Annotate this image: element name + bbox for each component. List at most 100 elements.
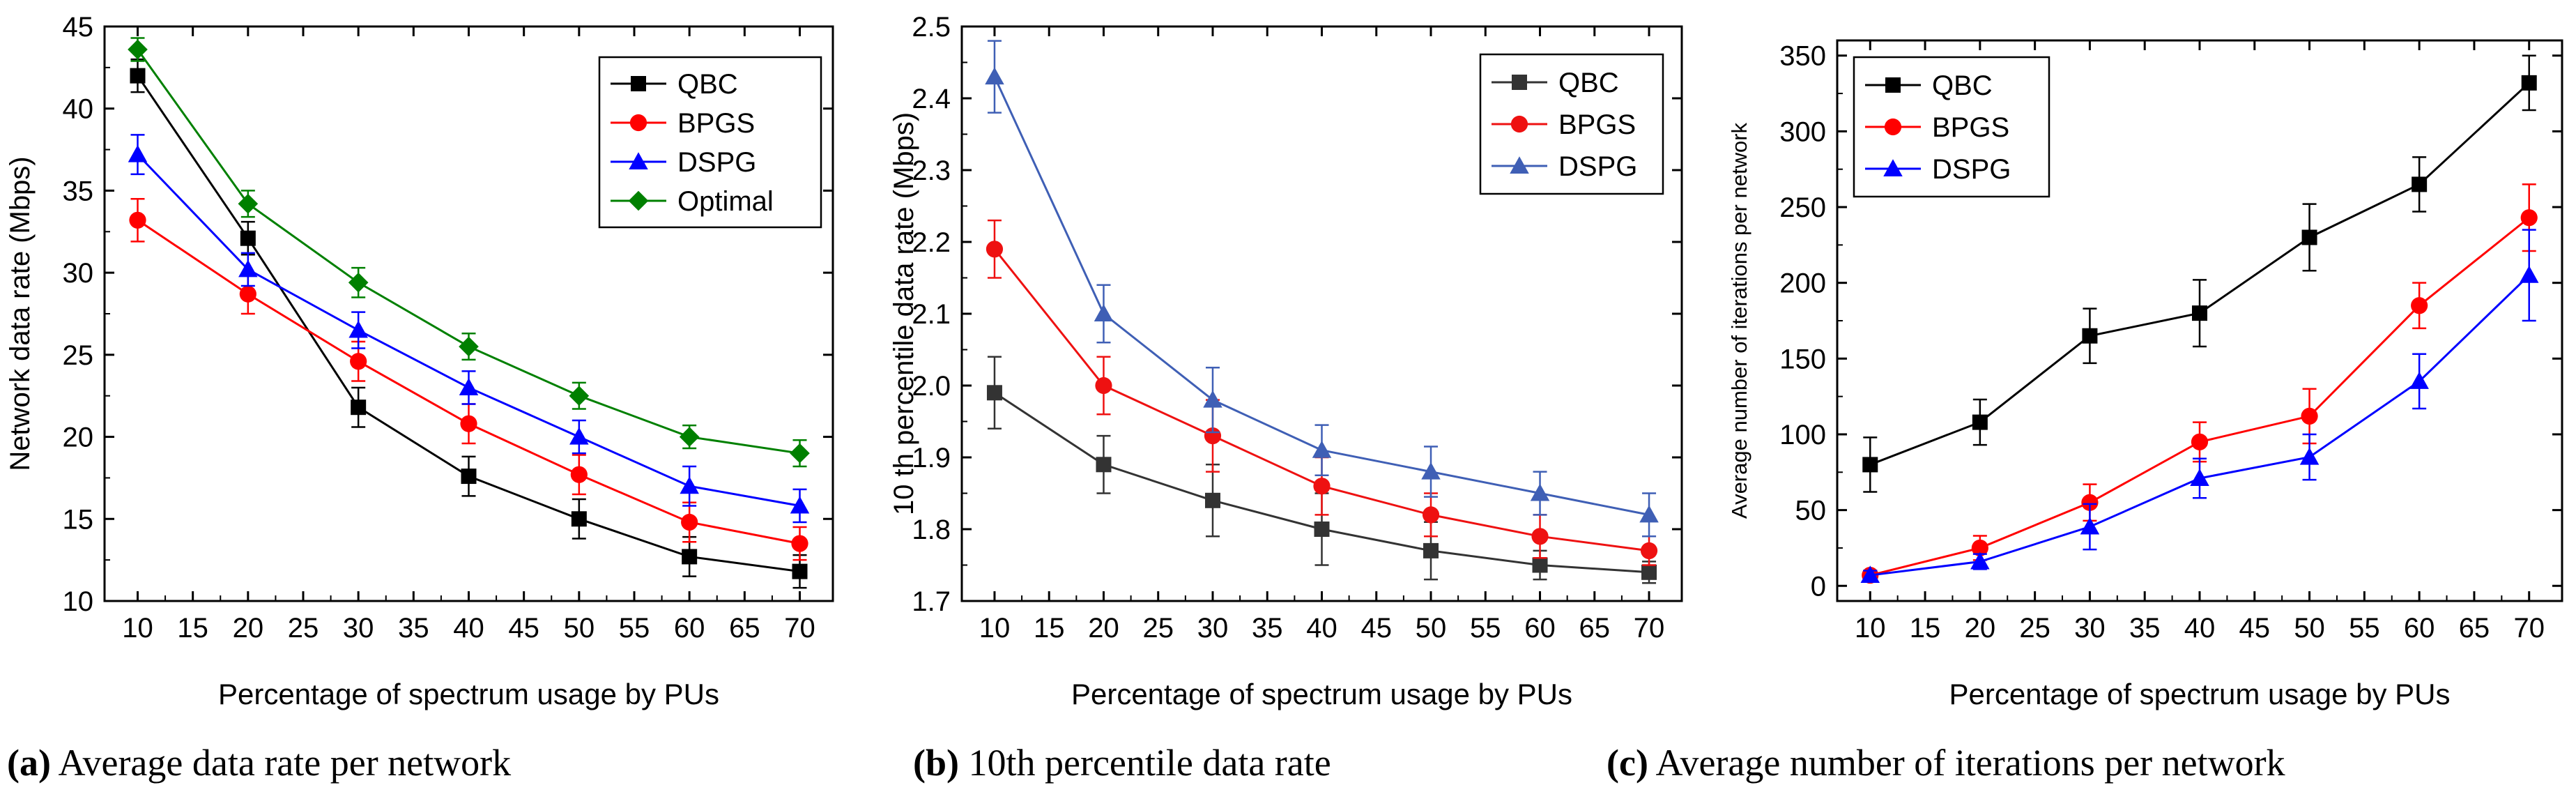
x-tick-label: 50 [2294, 613, 2325, 644]
x-tick-label: 70 [2513, 613, 2545, 644]
data-point-bpgs [1313, 478, 1331, 495]
y-axis-label: 10 th percentile data rate (Mbps) [889, 112, 919, 515]
legend-label-optimal: Optimal [677, 186, 774, 217]
legend-marker-qbc [1512, 75, 1527, 90]
y-tick-label: 2.3 [912, 155, 951, 186]
data-point-qbc [351, 400, 367, 416]
chart-panel-3: 10 15 20 25 30 35 40 45 50 55 60 65 70 0 50 100 150 200 25… [1607, 39, 2563, 784]
series-bpgs [986, 219, 1658, 566]
series-dspg [128, 134, 810, 524]
data-point-qbc [1096, 457, 1112, 473]
x-axis-label: Percentage of spectrum usage by PUs [1949, 678, 2450, 710]
legend: QBC BPGS DSPG [1853, 56, 2050, 198]
legend-marker-bpgs [1510, 115, 1528, 133]
caption-text: 10th percentile data rate [959, 742, 1331, 784]
x-tick-label: 15 [1034, 613, 1065, 644]
caption-letter: (b) [913, 742, 959, 784]
y-tick-label: 100 [1779, 420, 1826, 450]
legend-marker-dspg [1883, 159, 1903, 176]
data-point-qbc [1641, 564, 1657, 580]
data-point-qbc [2521, 75, 2537, 91]
caption-text: Average data rate per network [51, 742, 511, 784]
data-point-bpgs [1095, 376, 1112, 395]
data-point-dspg [2299, 447, 2320, 465]
data-point-qbc [240, 230, 256, 246]
y-tick-label: 25 [63, 340, 94, 371]
x-tick-label: 60 [674, 613, 705, 644]
caption-letter: (c) [1607, 742, 1648, 784]
y-tick-label: 0 [1811, 571, 1826, 602]
y-tick-label: 40 [63, 94, 94, 125]
series-qbc [130, 58, 808, 589]
data-point-qbc [571, 511, 587, 527]
caption-letter: (a) [7, 742, 51, 784]
data-point-qbc [1423, 542, 1439, 558]
caption-panel-2: (b) 10th percentile data rate [913, 742, 1331, 784]
legend-label-qbc: QBC [1932, 70, 1993, 101]
x-tick-label: 45 [2239, 613, 2271, 644]
x-tick-label: 30 [2074, 613, 2106, 644]
x-tick-label: 35 [398, 613, 429, 644]
data-point-qbc [1862, 457, 1878, 473]
y-axis-label: Network data rate (Mbps) [5, 156, 36, 471]
data-point-qbc [130, 68, 146, 84]
data-point-dspg [128, 144, 148, 162]
y-tick-label: 35 [63, 176, 94, 206]
data-point-dspg [1312, 440, 1332, 458]
data-point-dspg [1203, 390, 1222, 408]
x-tick-label: 25 [288, 613, 319, 644]
legend-label-bpgs: BPGS [677, 108, 755, 139]
data-point-qbc [2412, 176, 2428, 192]
x-tick-label: 20 [233, 613, 264, 644]
legend-marker-bpgs [629, 114, 647, 132]
y-tick-label: 250 [1779, 192, 1826, 223]
y-tick-label: 45 [63, 12, 94, 43]
data-point-dspg [2190, 469, 2209, 486]
data-point-optimal [238, 193, 259, 214]
data-point-bpgs [681, 513, 698, 531]
data-point-dspg [1421, 462, 1441, 480]
data-point-bpgs [791, 535, 808, 552]
y-tick-label: 300 [1779, 116, 1826, 147]
y-tick-label: 1.7 [912, 586, 951, 617]
x-tick-label: 10 [979, 613, 1011, 644]
y-tick-label: 1.9 [912, 443, 951, 473]
legend-marker-bpgs [1884, 118, 1902, 136]
data-point-bpgs [2520, 209, 2538, 227]
data-point-bpgs [1640, 542, 1658, 560]
x-tick-label: 30 [343, 613, 374, 644]
caption-panel-3: (c) Average number of iterations per net… [1607, 742, 2285, 784]
data-point-dspg [1094, 304, 1114, 321]
y-tick-label: 2.4 [912, 84, 951, 114]
series-dspg [1860, 229, 2539, 584]
data-point-qbc [986, 385, 1002, 401]
data-point-bpgs [2411, 297, 2428, 314]
x-tick-label: 70 [784, 613, 815, 644]
data-point-dspg [790, 496, 810, 514]
x-axis-label: Percentage of spectrum usage by PUs [1071, 678, 1572, 710]
series-qbc [1862, 54, 2537, 493]
legend-marker-dspg [629, 152, 648, 169]
x-tick-label: 65 [2459, 613, 2490, 644]
data-point-bpgs [2081, 494, 2099, 511]
data-point-qbc [1314, 522, 1330, 537]
x-tick-label: 60 [1524, 613, 1556, 644]
y-tick-label: 350 [1779, 41, 1826, 72]
data-point-bpgs [1971, 539, 1988, 557]
x-tick-label: 65 [1579, 613, 1611, 644]
y-tick-label: 2.1 [912, 299, 951, 330]
y-tick-label: 2.5 [912, 12, 951, 43]
data-point-bpgs [350, 353, 367, 370]
x-tick-label: 30 [1197, 613, 1229, 644]
data-point-dspg [459, 378, 479, 395]
data-point-dspg [2409, 372, 2429, 389]
legend-label-dspg: DSPG [1932, 154, 2011, 185]
data-point-bpgs [1531, 528, 1549, 545]
y-tick-label: 30 [63, 258, 94, 289]
data-point-qbc [2192, 305, 2207, 321]
data-point-dspg [1639, 505, 1659, 523]
legend-label-qbc: QBC [1558, 68, 1619, 98]
legend-marker-qbc [631, 76, 646, 91]
data-point-bpgs [239, 285, 256, 303]
x-tick-label: 40 [1306, 613, 1337, 644]
